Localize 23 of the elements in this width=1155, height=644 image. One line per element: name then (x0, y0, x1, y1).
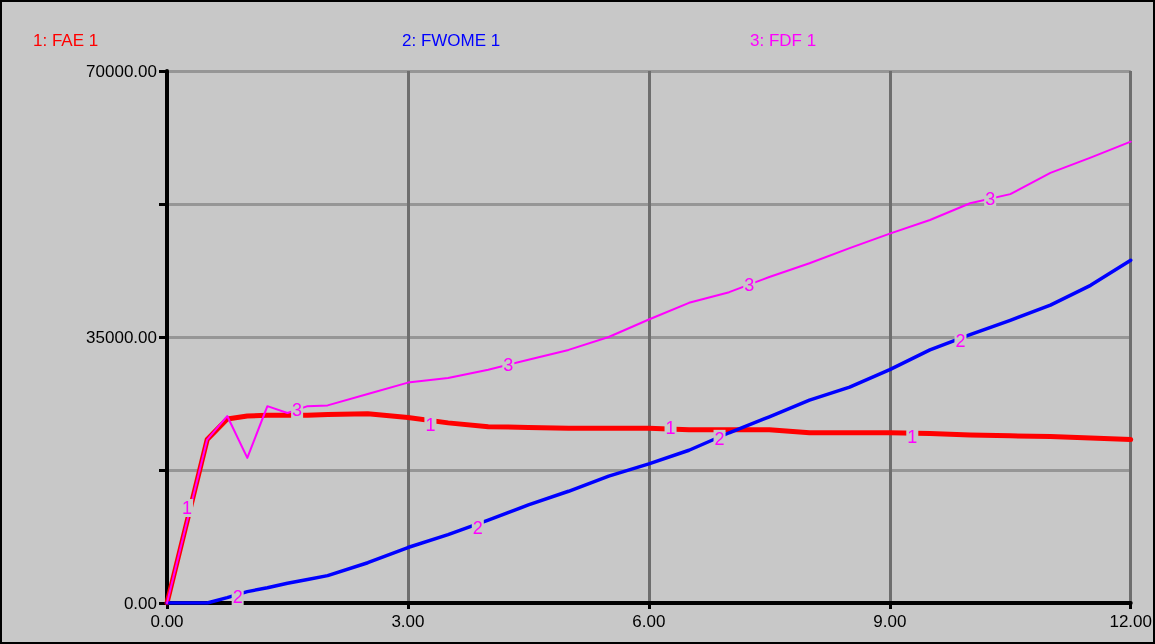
y-tick-label: 35000.00 (86, 327, 157, 347)
x-tick-label: 3.00 (391, 612, 425, 631)
annotation: 2 (955, 330, 966, 351)
annotation: 3 (503, 354, 514, 375)
text: 2: FWOME 1 (402, 31, 501, 50)
annotation: 2 (232, 586, 243, 607)
annotation: 1 (665, 418, 676, 439)
annotation: 2 (472, 517, 483, 538)
text: 3: FDF 1 (750, 31, 817, 50)
annotation: 3 (985, 188, 996, 209)
text: 1: FAE 1 (33, 31, 99, 50)
annotation: 2 (714, 428, 725, 449)
x-tick-label: 12.00 (1109, 612, 1152, 631)
annotation: 3 (292, 399, 303, 420)
x-tick-label: 6.00 (632, 612, 666, 631)
x-tick-label: 9.00 (873, 612, 907, 631)
annotation: 1 (907, 426, 918, 447)
y-tick-label: 0.00 (123, 593, 157, 613)
annotation: 1 (182, 498, 193, 518)
annotation: 3 (744, 274, 755, 295)
x-tick-label: 0.00 (150, 612, 184, 631)
y-tick-label: 70000.00 (86, 61, 157, 81)
annotation: 1 (425, 415, 436, 436)
